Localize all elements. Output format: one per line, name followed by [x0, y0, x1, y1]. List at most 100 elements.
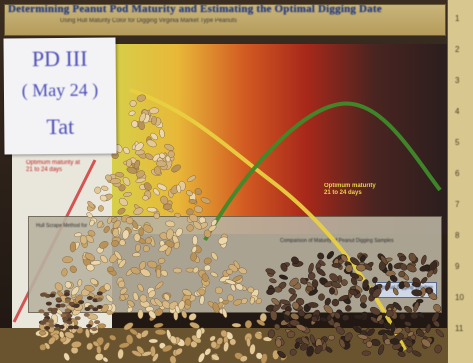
mature-peanut-pod	[425, 323, 431, 333]
peanut-pod	[109, 334, 117, 341]
dark-peanut-pod	[96, 297, 103, 302]
peanut-pod	[142, 195, 149, 201]
dark-peanut-pod	[63, 292, 70, 297]
mature-peanut-pod	[385, 309, 394, 318]
peanut-pod	[140, 268, 151, 277]
mature-peanut-pod	[345, 264, 353, 273]
dark-peanut-pod	[86, 324, 93, 328]
peanut-pod	[117, 207, 126, 215]
peanut-pod	[69, 241, 77, 253]
peanut-pod	[147, 260, 158, 269]
mature-peanut-pod	[416, 329, 425, 337]
peanut-pod	[210, 341, 218, 349]
peanut-pod	[105, 294, 114, 303]
mature-peanut-pod	[356, 264, 366, 272]
dark-peanut-pod	[96, 291, 103, 296]
mature-peanut-pod	[334, 311, 341, 320]
dark-peanut-pod	[50, 310, 57, 315]
mature-peanut-pod	[331, 298, 340, 307]
peanut-pod	[90, 278, 98, 285]
peanut-pod	[174, 347, 183, 356]
peanut-pod	[133, 233, 141, 242]
mature-peanut-pod	[339, 338, 346, 349]
peanut-pod	[146, 207, 158, 213]
mature-peanut-pod	[303, 313, 313, 320]
peanut-pod	[86, 342, 94, 351]
peanut-pod	[125, 216, 134, 225]
dark-peanut-pod	[86, 296, 93, 300]
peanut-pod	[115, 172, 125, 178]
peanut-pod	[87, 230, 96, 237]
dark-peanut-pod	[64, 308, 71, 313]
peanut-pod	[135, 243, 141, 252]
peanut-pod	[193, 221, 202, 230]
peanut-pod	[255, 298, 262, 305]
mature-peanut-pod	[318, 260, 326, 266]
mature-peanut-pod	[359, 254, 366, 263]
peanut-pod	[130, 267, 141, 275]
peanut-pod	[134, 142, 144, 151]
mature-peanut-pod	[421, 277, 428, 284]
peanut-pod	[230, 283, 236, 292]
dark-peanut-pod	[38, 309, 45, 314]
peanut-pod	[153, 212, 160, 219]
mature-peanut-pod	[434, 344, 442, 354]
peanut-pod	[101, 185, 109, 191]
peanut-pod	[163, 293, 170, 301]
peanut-pod	[71, 286, 80, 296]
peanut-pod	[154, 166, 162, 175]
mature-peanut-pod	[326, 251, 335, 260]
mature-peanut-pod	[372, 288, 382, 298]
mature-peanut-pod	[385, 280, 391, 291]
mature-peanut-pod	[317, 252, 325, 260]
peanut-pod	[173, 241, 180, 250]
note-line-2: ( May 24 )	[21, 79, 99, 101]
peanut-pod	[241, 297, 248, 305]
peanut-pod	[139, 261, 146, 270]
mature-peanut-pod	[283, 314, 290, 323]
mature-peanut-pod	[389, 338, 400, 345]
mature-peanut-pod	[299, 343, 309, 351]
peanut-pod	[225, 279, 236, 285]
peanut-pod	[189, 214, 198, 223]
peanut-pod	[48, 336, 56, 345]
ruler-mark: 3	[455, 76, 460, 85]
peanut-pod	[139, 112, 146, 123]
peanut-pod	[132, 292, 139, 301]
dark-peanut-pod	[83, 312, 90, 317]
mature-peanut-pod	[378, 344, 385, 356]
mature-peanut-pod	[411, 350, 422, 357]
mature-peanut-pod	[426, 287, 432, 295]
dark-peanut-pod	[59, 303, 66, 308]
peanut-pod	[129, 100, 137, 107]
mature-peanut-pod	[323, 304, 333, 314]
peanut-pod	[117, 348, 124, 360]
peanut-pod	[125, 334, 134, 345]
peanut-pod	[148, 338, 159, 344]
peanut-pod	[119, 287, 128, 295]
mature-peanut-pod	[331, 263, 341, 268]
peanut-pod	[71, 341, 82, 348]
mature-peanut-pod	[340, 254, 348, 262]
peanut-pod	[184, 298, 192, 306]
mature-peanut-pod	[329, 287, 335, 295]
peanut-pod	[64, 281, 72, 289]
mature-peanut-pod	[295, 324, 307, 332]
peanut-pod	[74, 232, 82, 238]
dark-peanut-pod	[78, 300, 85, 305]
ruler-mark: 1	[455, 14, 460, 23]
peanut-pod	[118, 259, 127, 269]
inset-left-title: Hull Scrape Method for	[36, 223, 88, 229]
peanut-pod	[182, 289, 192, 296]
peanut-pod	[111, 240, 119, 247]
dark-peanut-pod	[84, 307, 91, 311]
peanut-pod	[184, 336, 192, 347]
mature-peanut-pod	[385, 329, 394, 336]
peanut-pod	[97, 205, 104, 212]
dark-peanut-pod	[94, 320, 101, 325]
peanut-pod	[54, 282, 64, 292]
dark-peanut-pod	[96, 305, 103, 309]
mature-peanut-pod	[399, 255, 407, 262]
dark-peanut-pod	[45, 301, 52, 306]
peanut-pod	[133, 159, 141, 169]
